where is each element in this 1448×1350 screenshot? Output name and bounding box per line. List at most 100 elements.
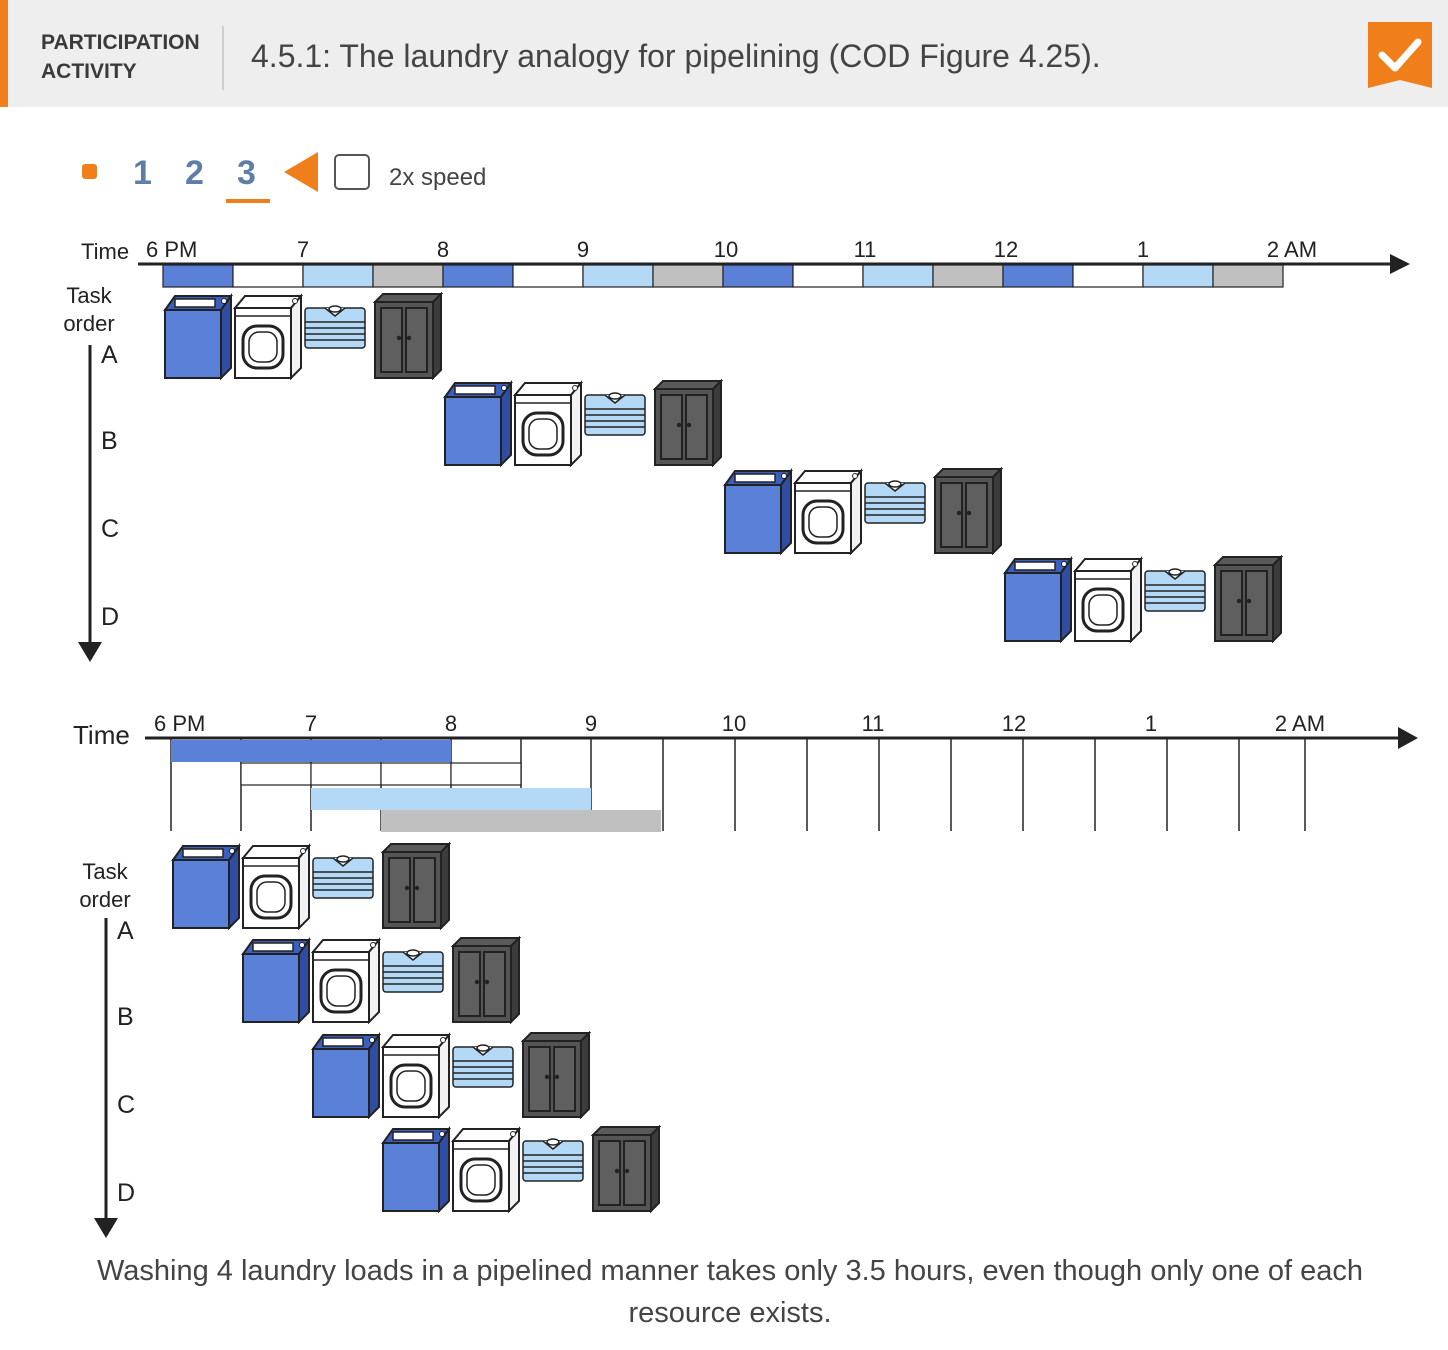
step-caption: Washing 4 laundry loads in a pipelined m… — [96, 1255, 1364, 1329]
bottom-task-label-line1: Task — [82, 859, 128, 884]
top-time-label: Time — [81, 239, 129, 264]
closet-icon — [1214, 556, 1282, 642]
top-stage-bar — [232, 264, 304, 288]
activity-header: PARTICIPATION ACTIVITY 4.5.1: The laundr… — [0, 0, 1448, 107]
stop-button[interactable] — [82, 164, 97, 179]
closet-icon — [592, 1126, 660, 1212]
bottom-stage-bar — [380, 762, 452, 786]
folded-icon — [522, 1138, 584, 1182]
top-tick-label: 12 — [994, 237, 1018, 262]
step-2-button[interactable]: 2 — [185, 154, 204, 192]
header-divider — [222, 26, 224, 90]
bottom-stage-bar — [311, 788, 381, 810]
top-tick-label: 10 — [714, 237, 738, 262]
bottom-stage-bar — [521, 810, 591, 832]
bottom-tick-label: 6 PM — [154, 711, 205, 736]
washer-icon — [444, 382, 512, 466]
top-task-c: C — [101, 515, 119, 543]
folded-icon — [1144, 568, 1206, 612]
activity-type-label: PARTICIPATION ACTIVITY — [41, 28, 200, 86]
top-stage-bar — [1142, 264, 1214, 288]
top-stage-bar — [1212, 264, 1284, 288]
washer-icon — [172, 845, 240, 929]
play-back-icon[interactable] — [284, 152, 318, 192]
activity-title: 4.5.1: The laundry analogy for pipelinin… — [251, 38, 1101, 74]
washer-icon — [724, 470, 792, 554]
activity-type-line2: ACTIVITY — [41, 60, 137, 83]
bottom-task-b: B — [117, 1003, 134, 1031]
top-stage-bar — [302, 264, 374, 288]
top-task-b: B — [101, 427, 118, 455]
speed-checkbox[interactable] — [334, 154, 370, 190]
top-tick-label: 2 AM — [1267, 237, 1317, 262]
step-1-button[interactable]: 1 — [133, 154, 152, 192]
bottom-stage-bar — [451, 788, 521, 810]
bottom-stage-bar — [241, 740, 311, 762]
current-step-indicator — [226, 199, 270, 203]
bottom-tick-label: 11 — [862, 711, 885, 736]
top-stage-bar — [162, 264, 234, 288]
checkmark-icon — [1368, 22, 1432, 88]
bottom-tick-label: 7 — [305, 711, 317, 736]
bottom-tick-label: 10 — [722, 711, 746, 736]
closet-icon — [452, 937, 520, 1023]
top-task-d: D — [101, 603, 119, 631]
folded-icon — [382, 949, 444, 993]
folded-icon — [864, 480, 926, 524]
bottom-tick-label: 2 AM — [1275, 711, 1325, 736]
bottom-time-label: Time — [73, 720, 130, 750]
bottom-stage-bar — [451, 810, 521, 832]
closet-icon — [382, 843, 450, 929]
top-stage-bar — [932, 264, 1004, 288]
bottom-stage-bar — [591, 810, 661, 832]
bottom-tick-label: 12 — [1002, 711, 1026, 736]
top-stage-bar — [372, 264, 444, 288]
washer-icon — [242, 939, 310, 1023]
bottom-stage-bar — [171, 740, 241, 762]
closet-icon — [654, 380, 722, 466]
dryer-icon — [241, 844, 311, 930]
animation-controls: 1 2 3 2x speed — [0, 140, 600, 210]
step-3-button[interactable]: 3 — [237, 154, 256, 192]
bottom-task-label-line2: order — [79, 887, 130, 912]
top-time-tick-labels: 6 PM 7 8 9 10 11 12 1 2 AM — [146, 237, 1317, 262]
top-task-a: A — [101, 341, 118, 369]
top-tick-label: 8 — [437, 237, 449, 262]
bottom-stage-bar — [311, 740, 381, 762]
top-tick-label: 9 — [577, 237, 589, 262]
top-stage-bar — [1002, 264, 1074, 288]
folded-icon — [312, 855, 374, 899]
bottom-stage-bar — [240, 762, 312, 786]
bottom-stage-bar — [381, 788, 451, 810]
top-tick-label: 11 — [854, 237, 877, 262]
top-task-label-line2: order — [63, 311, 114, 336]
top-stage-bar — [792, 264, 864, 288]
top-tick-label: 7 — [297, 237, 309, 262]
top-axis-arrowhead — [1390, 254, 1410, 274]
top-stage-bar — [1072, 264, 1144, 288]
bottom-stage-bar — [381, 810, 451, 832]
bottom-task-c: C — [117, 1091, 135, 1119]
closet-icon — [374, 293, 442, 379]
bottom-task-arrowhead — [94, 1218, 118, 1238]
top-tick-label: 1 — [1137, 237, 1149, 262]
washer-icon — [164, 295, 232, 379]
bottom-stage-bar — [450, 762, 522, 786]
dryer-icon — [311, 938, 381, 1024]
dryer-icon — [233, 294, 303, 380]
bottom-tick-label: 1 — [1145, 711, 1157, 736]
dryer-icon — [793, 469, 863, 555]
washer-icon — [312, 1034, 380, 1118]
folded-icon — [452, 1044, 514, 1088]
activity-type-line1: PARTICIPATION — [41, 31, 200, 54]
bottom-task-a: A — [117, 917, 134, 945]
top-stage-bar — [722, 264, 794, 288]
bottom-task-d: D — [117, 1179, 135, 1207]
top-task-label-line1: Task — [66, 283, 112, 308]
top-stage-bar — [512, 264, 584, 288]
bottom-time-tick-labels: 6 PM 7 8 9 10 11 12 1 2 AM — [154, 711, 1325, 736]
bottom-axis-arrowhead — [1398, 727, 1418, 749]
folded-icon — [584, 392, 646, 436]
washer-icon — [382, 1128, 450, 1212]
closet-icon — [522, 1032, 590, 1118]
